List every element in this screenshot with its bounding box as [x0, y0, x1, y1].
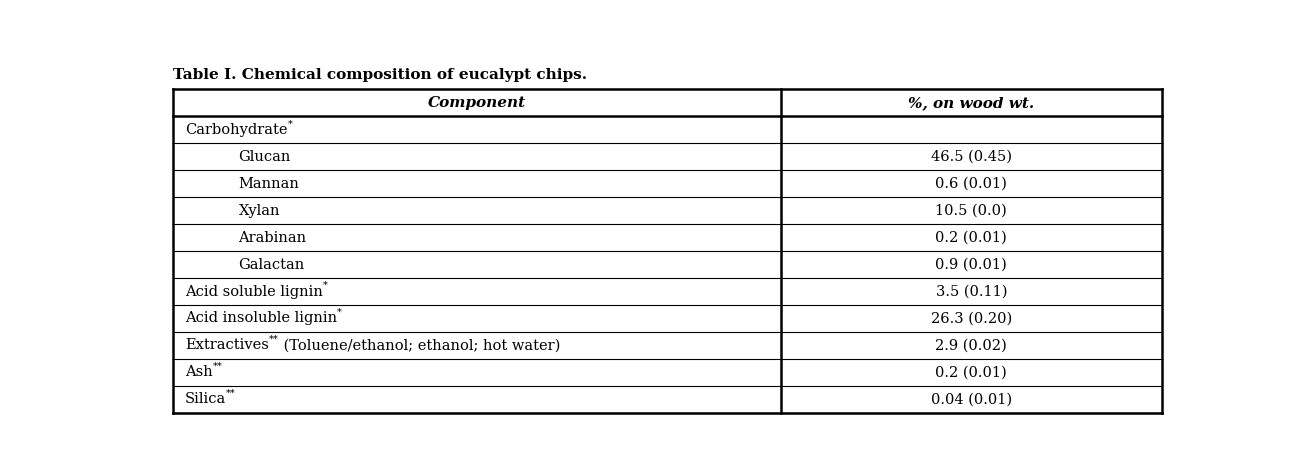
Text: Silica: Silica [185, 392, 227, 406]
Text: Glucan: Glucan [238, 150, 290, 164]
Text: **: ** [212, 362, 223, 371]
Text: Component: Component [428, 96, 526, 110]
Text: *: * [323, 281, 328, 290]
Text: Table I. Chemical composition of eucalypt chips.: Table I. Chemical composition of eucalyp… [173, 67, 587, 82]
Text: Acid insoluble lignin: Acid insoluble lignin [185, 312, 337, 326]
Text: *: * [288, 119, 293, 128]
Text: Arabinan: Arabinan [238, 231, 306, 244]
Text: 0.6 (0.01): 0.6 (0.01) [935, 177, 1008, 191]
Text: %, on wood wt.: %, on wood wt. [909, 96, 1034, 110]
Text: (Toluene/ethanol; ethanol; hot water): (Toluene/ethanol; ethanol; hot water) [279, 338, 560, 353]
Text: 2.9 (0.02): 2.9 (0.02) [935, 338, 1008, 353]
Text: 0.04 (0.01): 0.04 (0.01) [931, 392, 1012, 406]
Text: 46.5 (0.45): 46.5 (0.45) [931, 150, 1012, 164]
Text: *: * [337, 308, 342, 317]
Text: Acid soluble lignin: Acid soluble lignin [185, 285, 323, 298]
Text: 26.3 (0.20): 26.3 (0.20) [931, 312, 1012, 326]
Text: **: ** [227, 389, 236, 398]
Text: Extractives: Extractives [185, 338, 268, 353]
Text: Carbohydrate: Carbohydrate [185, 123, 288, 137]
Text: Mannan: Mannan [238, 177, 299, 191]
Text: **: ** [268, 335, 279, 344]
Text: Xylan: Xylan [238, 203, 280, 218]
Text: 0.9 (0.01): 0.9 (0.01) [935, 258, 1008, 271]
Text: 10.5 (0.0): 10.5 (0.0) [935, 203, 1008, 218]
Text: Ash: Ash [185, 365, 212, 379]
Text: 3.5 (0.11): 3.5 (0.11) [936, 285, 1008, 298]
Text: 0.2 (0.01): 0.2 (0.01) [935, 231, 1008, 244]
Text: Galactan: Galactan [238, 258, 305, 271]
Text: 0.2 (0.01): 0.2 (0.01) [935, 365, 1008, 379]
